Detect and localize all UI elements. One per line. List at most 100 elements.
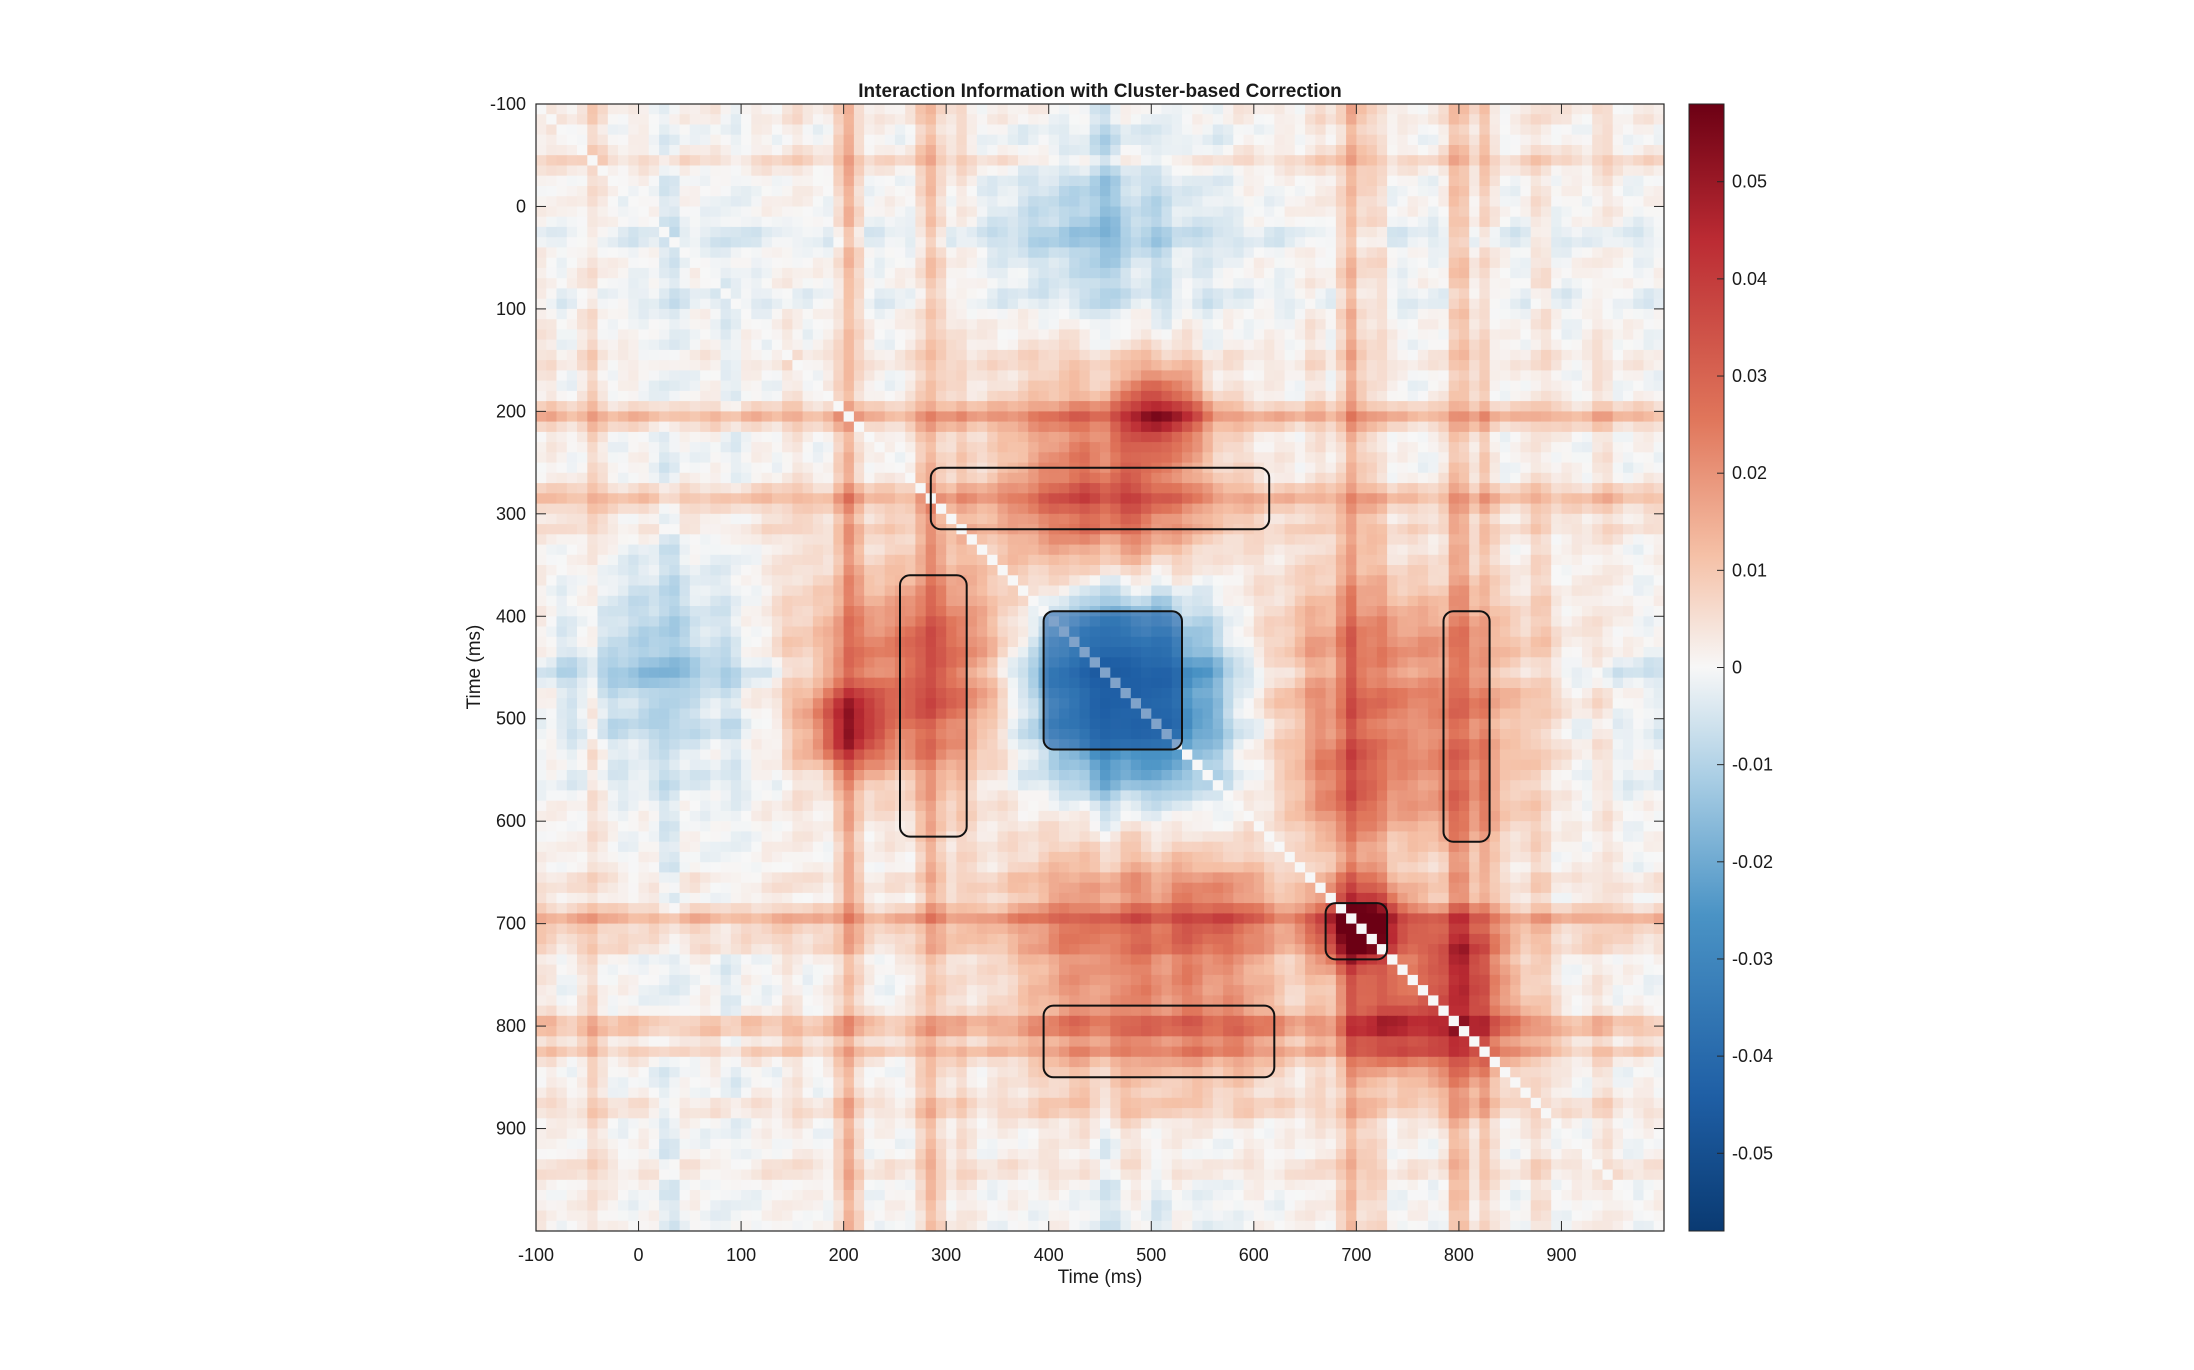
heatmap-cell [823, 390, 834, 402]
heatmap-cell [1089, 534, 1101, 546]
heatmap-cell [597, 196, 609, 207]
heatmap-cell [1018, 483, 1029, 494]
heatmap-cell [802, 216, 814, 228]
heatmap-cell [802, 226, 814, 238]
heatmap-cell [1243, 472, 1255, 484]
heatmap-cell [1120, 298, 1132, 310]
heatmap-cell [915, 319, 927, 330]
heatmap-cell [1571, 216, 1583, 228]
heatmap-cell [1438, 206, 1450, 218]
heatmap-cell [1305, 247, 1316, 259]
heatmap-cell [1120, 503, 1132, 515]
heatmap-cell [771, 104, 783, 115]
heatmap-cell [1130, 257, 1142, 269]
heatmap-cell [700, 165, 711, 177]
heatmap-cell [802, 155, 814, 166]
heatmap-cell [1387, 483, 1398, 494]
heatmap-cell [1294, 216, 1306, 228]
heatmap-cell [761, 104, 773, 115]
heatmap-cell [1623, 237, 1634, 248]
heatmap-cell [1069, 360, 1081, 371]
heatmap-cell [659, 462, 670, 474]
heatmap-cell [946, 124, 958, 136]
heatmap-cell [556, 370, 568, 382]
heatmap-cell [1305, 216, 1316, 228]
heatmap-cell [874, 206, 886, 218]
heatmap-cell [853, 145, 865, 156]
heatmap-cell [792, 267, 804, 279]
heatmap-cell [1028, 288, 1040, 300]
heatmap-cell [1469, 462, 1481, 474]
heatmap-cell [577, 196, 588, 207]
heatmap-cell [618, 390, 629, 402]
heatmap-cell [1643, 134, 1655, 146]
heatmap-cell [1366, 452, 1378, 464]
heatmap-cell [1305, 349, 1316, 361]
heatmap-cell [1653, 503, 1664, 515]
heatmap-cell [1397, 472, 1409, 484]
heatmap-cell [1397, 442, 1409, 453]
heatmap-cell [1294, 278, 1306, 289]
heatmap-cell [864, 493, 875, 505]
heatmap-cell [843, 114, 855, 125]
heatmap-cell [1458, 134, 1470, 146]
heatmap-cell [1048, 257, 1060, 269]
heatmap-cell [1274, 278, 1286, 289]
heatmap-cell [679, 503, 691, 515]
heatmap-cell [556, 462, 568, 474]
heatmap-cell [741, 196, 752, 207]
heatmap-cell [1223, 278, 1234, 289]
heatmap-cell [1633, 472, 1645, 484]
heatmap-cell [1089, 442, 1101, 453]
heatmap-cell [689, 298, 701, 310]
heatmap-cell [1233, 349, 1245, 361]
heatmap-cell [679, 390, 691, 402]
heatmap-cell [1582, 483, 1593, 494]
heatmap-cell [669, 411, 681, 423]
heatmap-cell [710, 124, 722, 136]
heatmap-cell [1510, 503, 1522, 515]
heatmap-cell [853, 114, 865, 125]
heatmap-cell [761, 544, 773, 556]
heatmap-cell [1387, 145, 1398, 156]
heatmap-cell [792, 206, 804, 218]
heatmap-cell [566, 544, 578, 556]
heatmap-cell [782, 534, 793, 546]
heatmap-cell [1448, 534, 1460, 546]
heatmap-cell [1397, 503, 1409, 515]
heatmap-cell [1223, 288, 1234, 300]
heatmap-cell [1623, 339, 1634, 351]
heatmap-cell [1479, 524, 1491, 535]
heatmap-cell [1294, 298, 1306, 310]
heatmap-cell [812, 513, 824, 525]
heatmap-cell [1428, 288, 1439, 300]
heatmap-cell [905, 308, 917, 320]
heatmap-cell [730, 483, 742, 494]
heatmap-cell [956, 554, 968, 566]
heatmap-cell [1315, 155, 1327, 166]
heatmap-cell [1233, 308, 1245, 320]
heatmap-cell [1048, 431, 1060, 443]
heatmap-cell [1264, 247, 1275, 259]
heatmap-cell [1438, 442, 1450, 453]
heatmap-cell [1397, 216, 1409, 228]
heatmap-cell [1356, 145, 1368, 156]
heatmap-cell [956, 216, 968, 228]
heatmap-cell [1171, 145, 1183, 156]
heatmap-cell [546, 421, 558, 433]
heatmap-cell [966, 380, 978, 392]
heatmap-cell [1428, 524, 1439, 535]
heatmap-cell [1182, 411, 1193, 423]
heatmap-cell [741, 452, 752, 464]
heatmap-cell [782, 565, 793, 576]
heatmap-cell [1028, 124, 1040, 136]
heatmap-cell [1592, 145, 1604, 156]
heatmap-cell [628, 349, 640, 361]
heatmap-cell [1171, 503, 1183, 515]
heatmap-cell [874, 257, 886, 269]
heatmap-cell [1284, 442, 1296, 453]
heatmap-cell [894, 124, 906, 136]
heatmap-cell [566, 226, 578, 238]
heatmap-cell [833, 360, 845, 371]
heatmap-cell [1294, 442, 1306, 453]
